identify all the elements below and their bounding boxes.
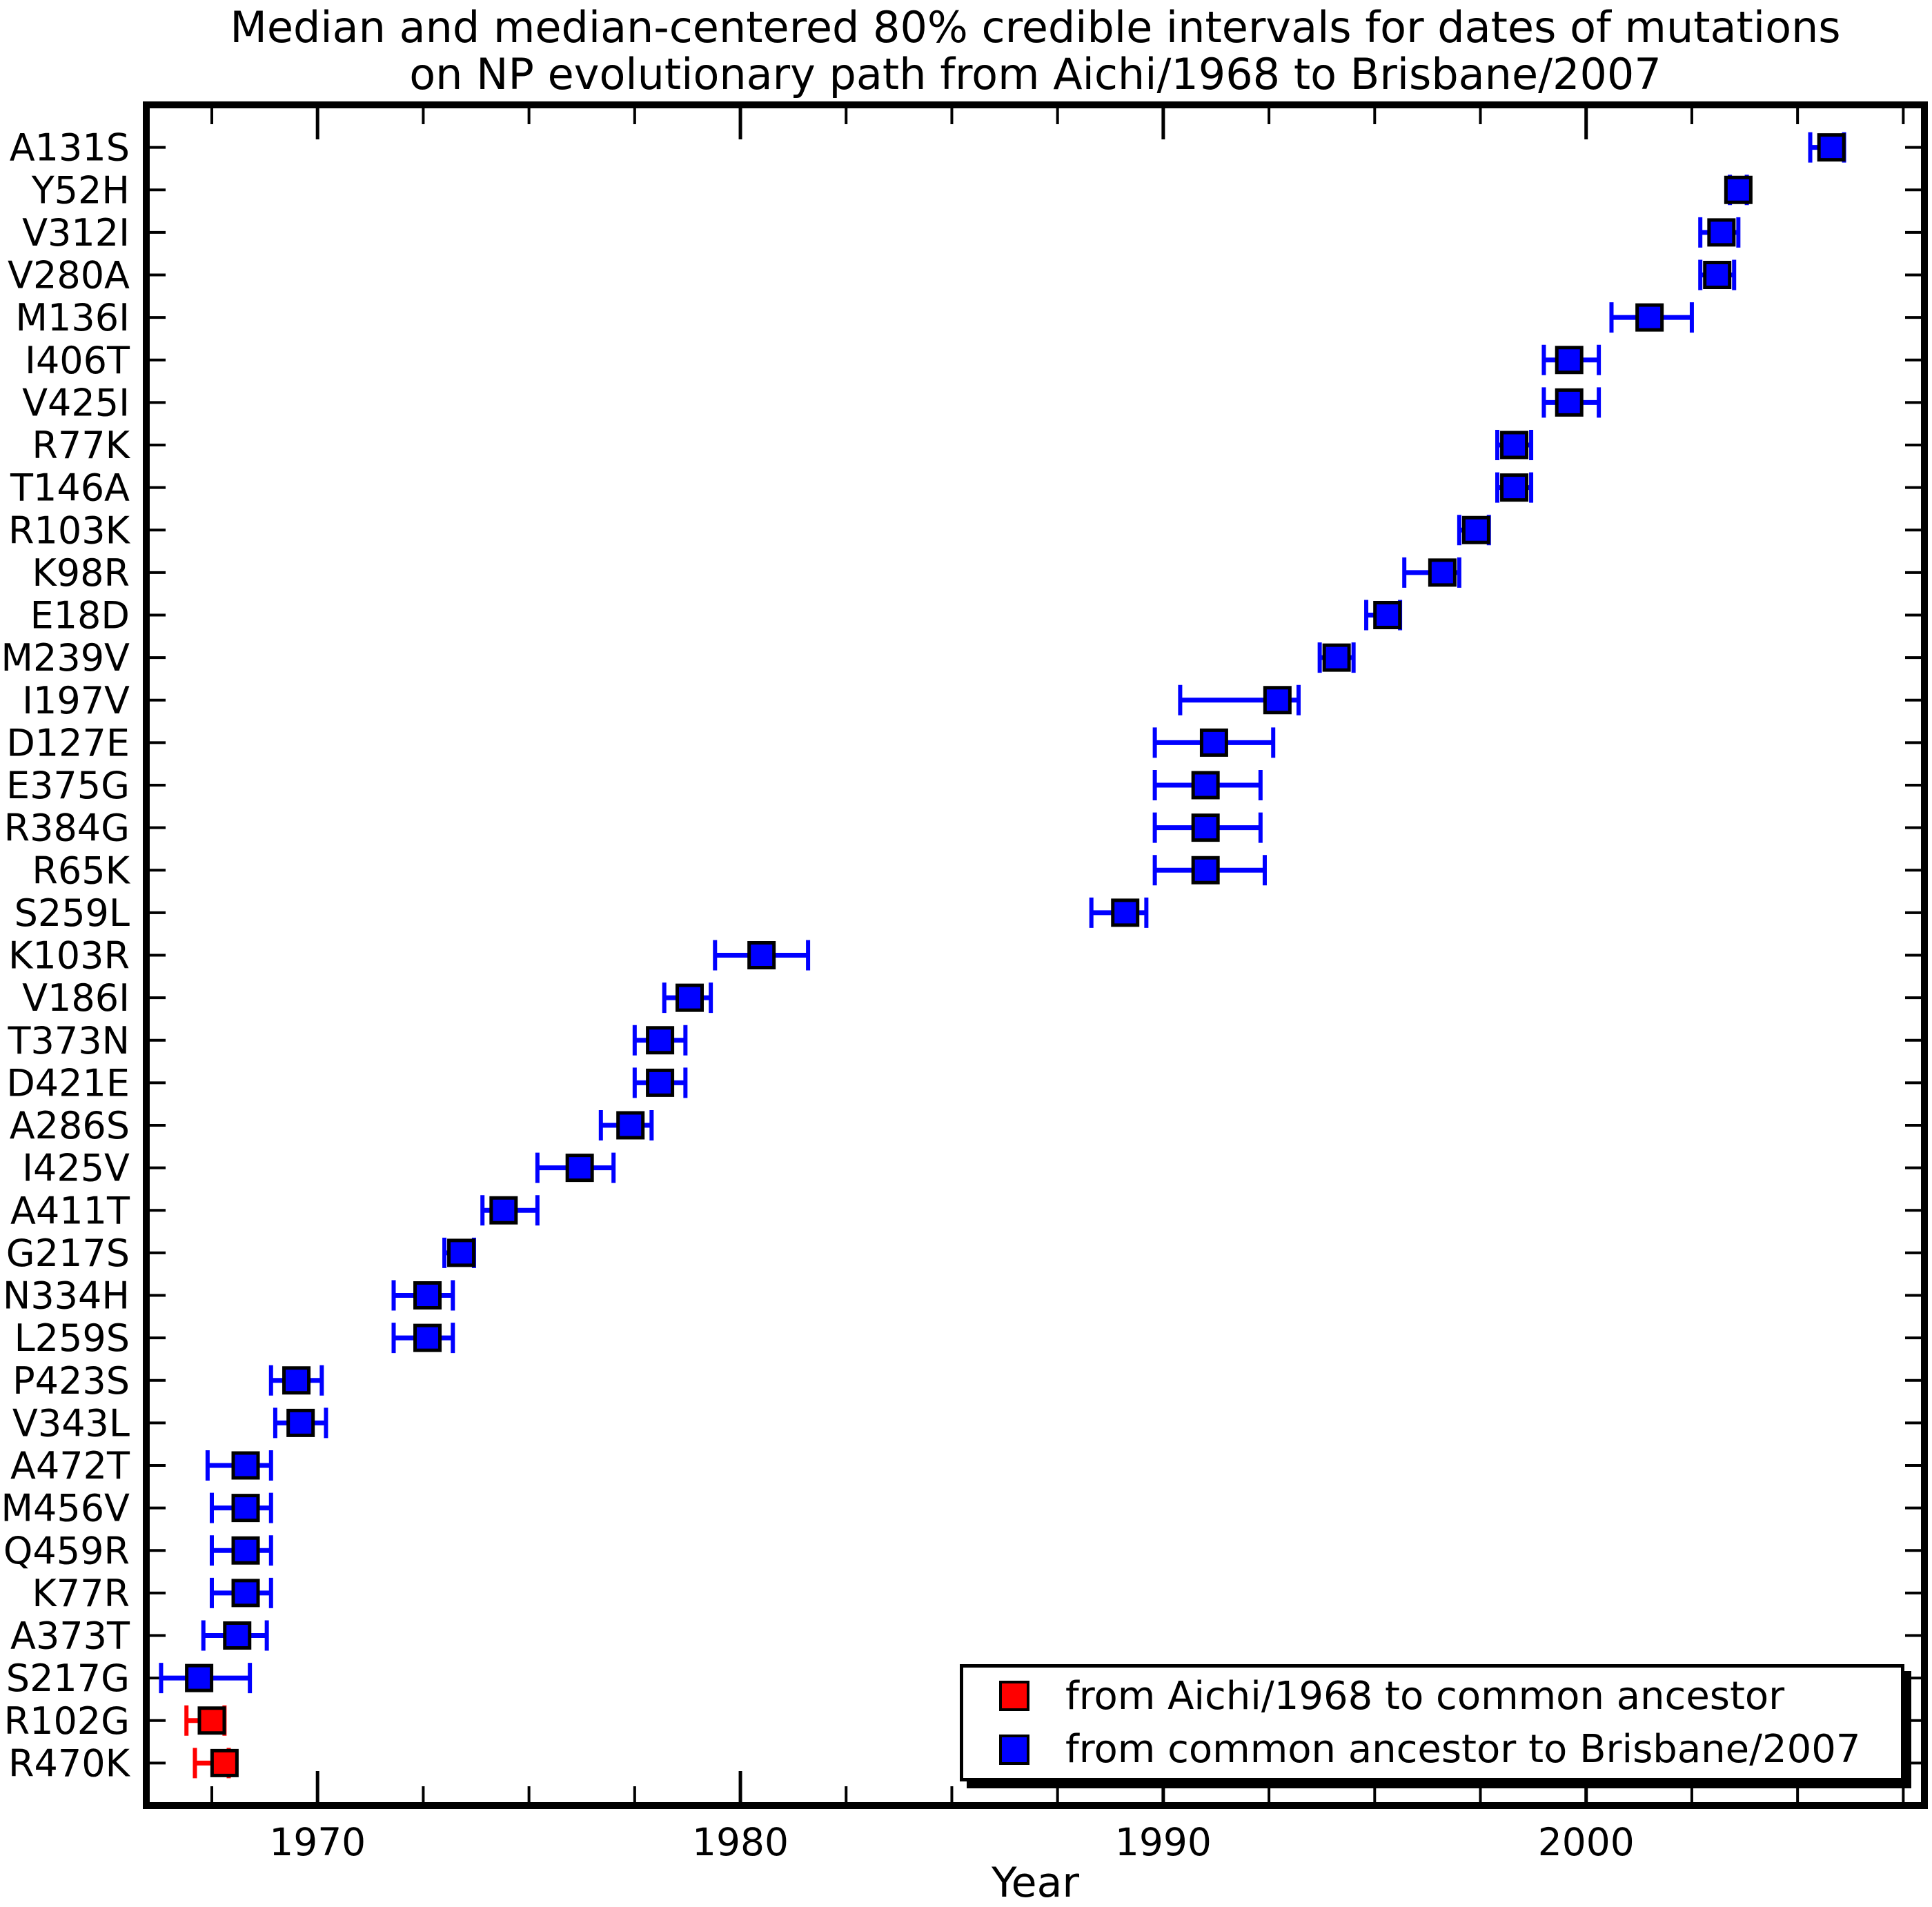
data-point-V186I xyxy=(676,983,704,1012)
y-tick-label-M136I: M136I xyxy=(15,296,130,339)
x-axis-label: Year xyxy=(991,1859,1080,1907)
data-point-T146A xyxy=(1500,473,1529,502)
legend-marker-red-square xyxy=(999,1681,1029,1712)
chart-title-line1: Median and median-centered 80% credible … xyxy=(230,2,1841,52)
y-tick-label-V343L: V343L xyxy=(12,1401,130,1445)
data-point-I425V xyxy=(565,1154,594,1183)
y-tick-label-I197V: I197V xyxy=(22,679,130,722)
data-point-R77K xyxy=(1500,431,1529,460)
data-point-A131S xyxy=(1817,133,1846,162)
data-point-E375G xyxy=(1191,771,1220,800)
y-tick-label-V425I: V425I xyxy=(22,381,130,424)
y-tick-label-M456V: M456V xyxy=(1,1487,130,1530)
y-tick-label-L259S: L259S xyxy=(14,1316,130,1360)
y-tick-label-N334H: N334H xyxy=(3,1274,130,1318)
y-tick-label-R65K: R65K xyxy=(32,849,130,892)
data-point-E18D xyxy=(1373,601,1402,629)
data-point-R470K xyxy=(210,1748,239,1777)
y-tick-label-T146A: T146A xyxy=(10,466,130,510)
data-point-S259L xyxy=(1111,898,1140,927)
y-tick-label-A373T: A373T xyxy=(10,1614,130,1658)
data-point-A286S xyxy=(616,1111,645,1140)
data-point-L259S xyxy=(413,1323,442,1352)
data-point-K77R xyxy=(231,1579,260,1608)
y-tick-label-D127E: D127E xyxy=(6,721,130,764)
data-point-R102G xyxy=(197,1706,226,1735)
y-tick-label-Y52H: Y52H xyxy=(31,168,130,212)
data-point-K98R xyxy=(1428,558,1457,587)
y-tick-label-R103K: R103K xyxy=(8,508,131,552)
y-tick-label-Q459R: Q459R xyxy=(3,1529,130,1572)
y-tick-label-S217G: S217G xyxy=(6,1657,130,1700)
data-point-M456V xyxy=(231,1494,260,1523)
y-tick-label-I406T: I406T xyxy=(25,339,130,382)
y-tick-label-K103R: K103R xyxy=(8,934,130,978)
legend-marker-blue-square xyxy=(999,1734,1029,1765)
data-point-V425I xyxy=(1555,388,1584,417)
legend-label-ancestor-to-brisbane: from common ancestor to Brisbane/2007 xyxy=(1065,1727,1861,1772)
data-point-I197V xyxy=(1263,686,1292,715)
data-point-D127E xyxy=(1199,728,1228,757)
legend-label-aichi-to-ancestor: from Aichi/1968 to common ancestor xyxy=(1065,1673,1785,1719)
y-tick-label-A472T: A472T xyxy=(10,1444,130,1488)
y-tick-label-G217S: G217S xyxy=(6,1232,130,1275)
data-point-D421E xyxy=(646,1068,675,1097)
y-tick-label-A131S: A131S xyxy=(10,126,130,170)
data-point-R103K xyxy=(1461,515,1490,544)
data-point-M136I xyxy=(1635,303,1664,332)
y-tick-label-A411T: A411T xyxy=(10,1189,130,1232)
data-point-K103R xyxy=(747,941,776,969)
data-point-T373N xyxy=(646,1026,675,1055)
y-tick-label-E375G: E375G xyxy=(6,764,130,807)
legend-entry-aichi-to-ancestor: from Aichi/1968 to common ancestor xyxy=(999,1671,1901,1721)
x-tick-label-1970: 1970 xyxy=(269,1820,366,1864)
data-point-G217S xyxy=(447,1238,476,1267)
data-point-N334H xyxy=(413,1281,442,1310)
data-point-P423S xyxy=(282,1366,311,1395)
y-tick-label-K98R: K98R xyxy=(32,551,130,595)
y-tick-label-R77K: R77K xyxy=(32,424,130,467)
y-tick-label-R470K: R470K xyxy=(8,1741,131,1785)
data-point-M239V xyxy=(1322,643,1351,672)
data-point-S217G xyxy=(185,1663,214,1692)
y-tick-label-M239V: M239V xyxy=(1,636,130,680)
data-point-A411T xyxy=(489,1196,518,1225)
chart-title-line2: on NP evolutionary path from Aichi/1968 … xyxy=(409,49,1662,99)
chart-title: Median and median-centered 80% credible … xyxy=(146,4,1924,98)
data-point-I406T xyxy=(1555,346,1584,375)
data-point-R65K xyxy=(1191,856,1220,885)
y-tick-label-A286S: A286S xyxy=(10,1104,130,1147)
y-tick-label-R384G: R384G xyxy=(4,807,130,850)
data-point-A472T xyxy=(231,1451,260,1480)
legend: from Aichi/1968 to common ancestor from … xyxy=(960,1664,1904,1781)
y-tick-label-P423S: P423S xyxy=(12,1359,130,1403)
plot-frame xyxy=(143,101,1928,1809)
y-tick-label-V312I: V312I xyxy=(22,211,130,255)
data-point-V280A xyxy=(1703,261,1732,289)
y-tick-label-S259L: S259L xyxy=(14,891,130,935)
x-tick-label-1980: 1980 xyxy=(692,1820,789,1864)
legend-entry-ancestor-to-brisbane: from common ancestor to Brisbane/2007 xyxy=(999,1725,1901,1775)
data-point-V312I xyxy=(1707,218,1736,247)
y-tick-label-K77R: K77R xyxy=(32,1572,130,1615)
y-tick-label-V186I: V186I xyxy=(22,976,130,1020)
data-point-Y52H xyxy=(1724,175,1753,204)
data-point-A373T xyxy=(223,1621,252,1650)
y-tick-label-D421E: D421E xyxy=(6,1061,130,1105)
y-tick-label-E18D: E18D xyxy=(30,594,130,638)
x-tick-label-1990: 1990 xyxy=(1115,1820,1212,1864)
y-tick-label-R102G: R102G xyxy=(4,1699,130,1743)
y-tick-label-V280A: V280A xyxy=(8,254,130,297)
data-point-V343L xyxy=(286,1408,315,1437)
y-tick-label-I425V: I425V xyxy=(22,1147,130,1190)
y-tick-label-T373N: T373N xyxy=(8,1019,130,1063)
data-point-R384G xyxy=(1191,813,1220,842)
x-tick-label-2000: 2000 xyxy=(1538,1820,1635,1864)
data-point-Q459R xyxy=(231,1536,260,1565)
